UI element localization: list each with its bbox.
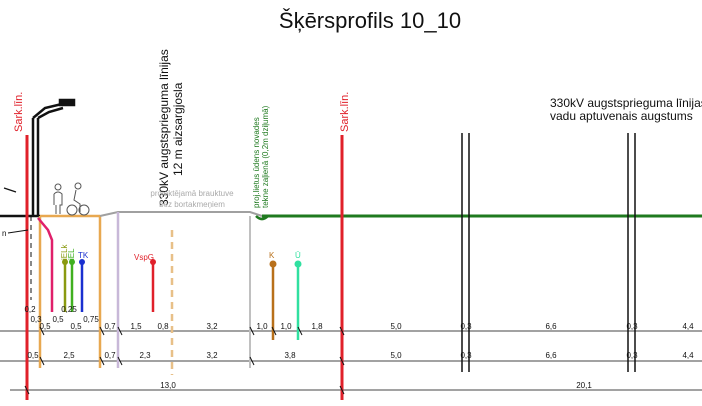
dimension-ticks xyxy=(24,326,345,395)
dim-r2-10: 4,4 xyxy=(682,351,694,360)
road-surface xyxy=(99,211,263,368)
dim-r1-14: 6,6 xyxy=(545,322,557,331)
dim-r1-6: 1,5 xyxy=(130,322,142,331)
street-lamp-icon xyxy=(31,98,76,216)
dim-upper-0: 0,2 xyxy=(24,305,36,314)
dim-r1-5: 0,7 xyxy=(104,322,116,331)
dim-r1-7: 0,8 xyxy=(157,322,169,331)
drainage-label-2: tekne zaļienā (0,2m dziļumā) xyxy=(261,105,270,208)
sark-lin-left-label: Sark.līn. xyxy=(13,92,25,132)
road-label-1: projektējamā brauktuve xyxy=(150,189,234,198)
dim-r2-3: 2,3 xyxy=(139,351,151,360)
dim-r1-13: 0,3 xyxy=(460,322,472,331)
power-line-wires xyxy=(461,133,636,372)
dim-r1-8: 3,2 xyxy=(206,322,218,331)
dim-upper-1: 0,25 xyxy=(61,305,77,314)
sidewalk-surface xyxy=(38,214,102,368)
drawing-title: Šķērsprofils 10_10 xyxy=(279,8,461,33)
dim-r1-3: 0,5 xyxy=(70,322,82,331)
dim-r1-2: 0,5 xyxy=(52,315,64,324)
road-label-2: bez bortakmeņiem xyxy=(159,200,225,209)
dimension-row-1: 0,3 0,5 0,5 0,5 0,75 0,7 1,5 0,8 3,2 1,0… xyxy=(30,315,694,331)
label-iElk: iELk xyxy=(60,243,69,260)
dim-r2-9: 0,3 xyxy=(626,351,638,360)
pedestrian-icon xyxy=(53,183,63,214)
sark-lin-right-label: Sark.līn. xyxy=(339,92,351,132)
cyclist-icon xyxy=(66,182,90,216)
dim-r2-5: 3,8 xyxy=(284,351,296,360)
power-zone-label-1: 330kV augstsprieguma līnijas xyxy=(157,49,171,206)
power-line-right-label-2: vadu aptuvenais augstums xyxy=(550,109,693,123)
dim-r1-11: 1,8 xyxy=(311,322,323,331)
dimension-row-3: 13,0 20,1 xyxy=(160,381,592,390)
dim-r2-6: 5,0 xyxy=(390,351,402,360)
dim-r2-8: 6,6 xyxy=(545,351,557,360)
dim-r1-1: 0,5 xyxy=(39,322,51,331)
dim-r1-9: 1,0 xyxy=(256,322,268,331)
utility-tk xyxy=(79,259,85,312)
utility-magenta xyxy=(37,217,54,312)
dim-r1-16: 4,4 xyxy=(682,322,694,331)
label-iEL: iEL xyxy=(67,248,76,260)
power-zone-label-2: 12 m aizsargjosla xyxy=(171,82,185,176)
drainage-label-1: proj.lietus ūdens novades xyxy=(252,117,261,208)
label-k: K xyxy=(269,251,275,260)
dim-r1-15: 0,3 xyxy=(626,322,638,331)
utility-iEL xyxy=(69,259,75,312)
dim-r1-4: 0,75 xyxy=(83,315,99,324)
utility-k xyxy=(269,260,277,340)
dim-r2-7: 0,3 xyxy=(460,351,472,360)
dim-r2-0: 0,5 xyxy=(27,351,39,360)
drainage-ditch xyxy=(255,215,269,221)
utility-iElk xyxy=(62,259,68,312)
dim-r3-0: 13,0 xyxy=(160,381,176,390)
dim-r1-12: 5,0 xyxy=(390,322,402,331)
label-tk: TK xyxy=(78,251,89,260)
dim-r2-4: 3,2 xyxy=(206,351,218,360)
dim-r2-1: 2,5 xyxy=(63,351,75,360)
label-u: Ū xyxy=(295,251,301,260)
dimension-lines xyxy=(0,330,702,391)
power-line-right-label-1: 330kV augstsprieguma līnijas xyxy=(550,96,702,110)
label-vspg: VspG xyxy=(134,253,154,262)
left-pointer-2 xyxy=(7,229,29,234)
dim-r1-10: 1,0 xyxy=(280,322,292,331)
dim-r1-0: 0,3 xyxy=(30,315,42,324)
dim-r3-1: 20,1 xyxy=(576,381,592,390)
dim-r2-2: 0,7 xyxy=(104,351,116,360)
utility-vspg xyxy=(150,259,156,312)
dimension-row-2: 0,5 2,5 0,7 2,3 3,2 3,8 5,0 0,3 6,6 0,3 … xyxy=(27,351,694,360)
left-cut-text: n xyxy=(2,229,6,238)
left-pointer xyxy=(3,187,17,193)
